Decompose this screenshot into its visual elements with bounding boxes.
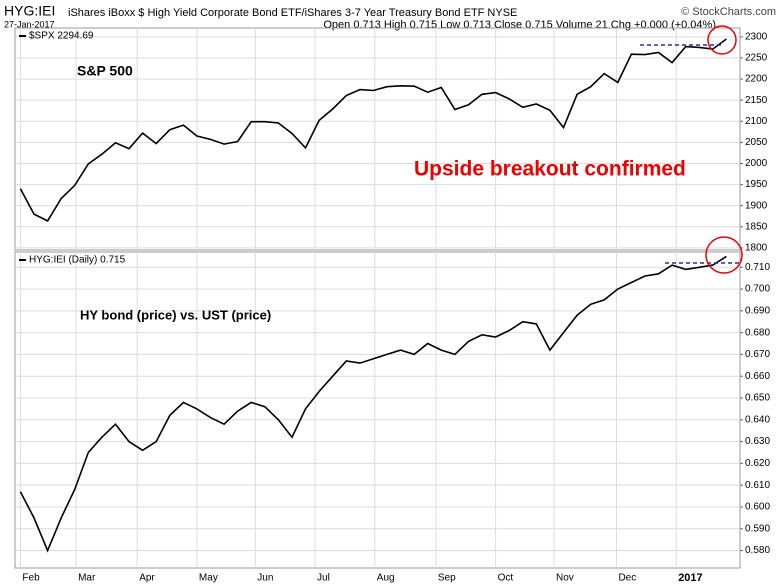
y-tick-label: 1950: [745, 179, 768, 190]
legend-label: HYG:IEI (Daily) 0.715: [29, 255, 126, 266]
x-tick-label: Nov: [556, 573, 574, 584]
annotation: HY bond (price) vs. UST (price): [80, 307, 271, 322]
y-tick-label: 2250: [745, 53, 768, 64]
x-tick-label: Sep: [438, 573, 456, 584]
x-tick-label: Mar: [78, 573, 96, 584]
y-tick-label: 1850: [745, 221, 768, 232]
credit: © StockCharts.com: [681, 6, 776, 18]
highlight-circle: [707, 25, 737, 55]
x-tick-label: Apr: [139, 573, 155, 584]
y-tick-label: 0.700: [745, 284, 770, 295]
y-tick-label: 1900: [745, 200, 768, 211]
y-tick-label: 0.600: [745, 502, 770, 513]
date: 27-Jan-2017: [4, 19, 55, 29]
y-tick-label: 2050: [745, 137, 768, 148]
y-tick-label: 0.620: [745, 458, 770, 469]
highlight-circle: [705, 236, 743, 274]
y-tick-label: 0.690: [745, 305, 770, 316]
annotation: Upside breakout confirmed: [414, 158, 686, 181]
legend-label: $SPX 2294.69: [29, 31, 94, 42]
x-tick-label: 2017: [678, 572, 702, 584]
y-tick-label: 2300: [745, 32, 768, 43]
price-line: [19, 38, 727, 222]
description: iShares iBoxx $ High Yield Corporate Bon…: [68, 7, 517, 19]
x-tick-label: Dec: [618, 573, 636, 584]
x-tick-label: May: [199, 573, 218, 584]
y-tick-label: 2150: [745, 95, 768, 106]
y-tick-label: 1800: [745, 243, 768, 254]
x-tick-label: Jun: [257, 573, 273, 584]
annotation: S&P 500: [77, 63, 133, 79]
y-tick-label: 0.580: [745, 545, 770, 556]
y-tick-label: 0.630: [745, 436, 770, 447]
y-tick-label: 0.640: [745, 414, 770, 425]
symbol: HYG:IEI: [4, 3, 55, 19]
y-tick-label: 2100: [745, 116, 768, 127]
x-tick-label: Jul: [317, 573, 330, 584]
panel-frame: [14, 251, 741, 569]
y-tick-label: 0.650: [745, 393, 770, 404]
y-tick-label: 0.670: [745, 349, 770, 360]
y-tick-label: 2200: [745, 74, 768, 85]
y-tick-label: 0.610: [745, 480, 770, 491]
x-tick-label: Feb: [22, 573, 40, 584]
y-tick-label: 0.660: [745, 371, 770, 382]
quote: Open 0.713 High 0.715 Low 0.713 Close 0.…: [323, 19, 716, 31]
y-tick-label: 0.680: [745, 327, 770, 338]
x-tick-label: Oct: [498, 573, 514, 584]
y-tick-label: 2000: [745, 158, 768, 169]
y-tick-label: 0.710: [745, 262, 770, 273]
price-line: [19, 255, 727, 553]
y-tick-label: 0.590: [745, 523, 770, 534]
panel-frame: [14, 27, 741, 251]
x-tick-label: Aug: [377, 573, 395, 584]
